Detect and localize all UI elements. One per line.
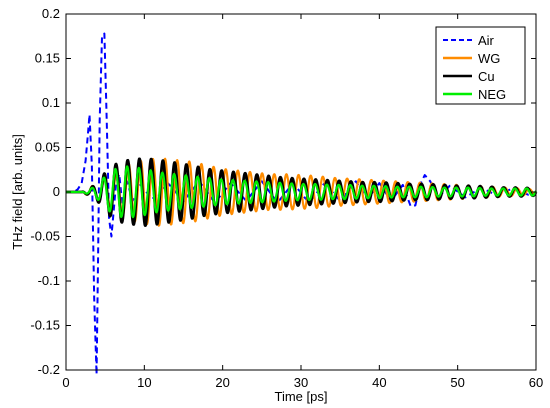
- x-tick-label: 10: [137, 375, 151, 390]
- y-tick-label: -0.1: [38, 273, 60, 288]
- y-tick-label: -0.05: [30, 229, 60, 244]
- x-tick-label: 60: [529, 375, 543, 390]
- legend: Air WG Cu NEG: [435, 26, 526, 105]
- y-tick-label: 0.05: [35, 140, 60, 155]
- y-axis-title: THz field [arb. units]: [10, 134, 25, 250]
- x-tick-label: 50: [450, 375, 464, 390]
- y-tick-label: -0.15: [30, 318, 60, 333]
- y-tick-label: 0: [53, 184, 60, 199]
- x-tick-label: 30: [294, 375, 308, 390]
- x-tick-label: 20: [215, 375, 229, 390]
- y-tick-label: 0.15: [35, 51, 60, 66]
- series-layer: [64, 32, 538, 376]
- y-tick-label: 0.2: [42, 6, 60, 21]
- ticks-layer: 0 10 20 30 40 50 60 -0.2 -0.15 -0.1 -0.05 0 0.05 0.1 0…: [30, 6, 543, 390]
- x-tick-label: 40: [372, 375, 386, 390]
- legend-box: [435, 26, 526, 105]
- legend-label-air: Air: [478, 33, 495, 48]
- legend-label-wg: WG: [478, 51, 500, 66]
- x-tick-label: 0: [62, 375, 69, 390]
- legend-label-neg: NEG: [478, 87, 506, 102]
- legend-label-cu: Cu: [478, 69, 495, 84]
- series-line-neg: [65, 165, 537, 219]
- x-axis-title: Time [ps]: [275, 389, 328, 404]
- y-tick-label: -0.2: [38, 362, 60, 377]
- y-tick-label: 0.1: [42, 95, 60, 110]
